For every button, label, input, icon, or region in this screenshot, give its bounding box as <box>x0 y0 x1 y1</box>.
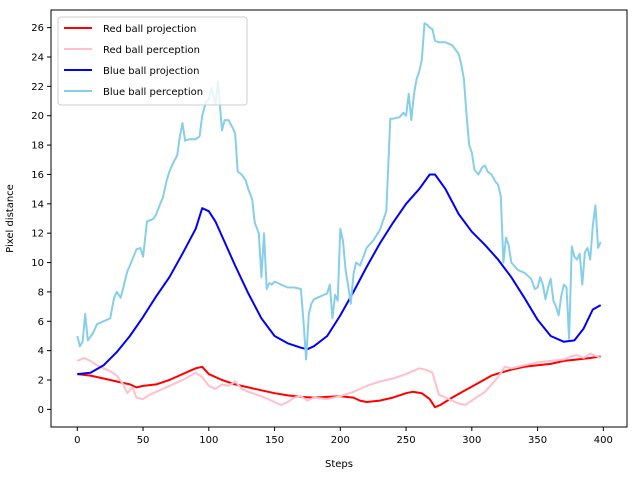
y-tick-label: 12 <box>31 229 44 240</box>
y-tick-label: 10 <box>31 258 44 269</box>
y-tick-label: 2 <box>38 376 44 387</box>
series-line-4 <box>76 22 602 361</box>
legend-label: Blue ball projection <box>103 66 199 77</box>
legend-label: Blue ball perception <box>103 87 203 98</box>
x-tick-label: 150 <box>265 435 284 446</box>
x-tick-label: 50 <box>137 435 150 446</box>
y-tick-label: 16 <box>31 170 44 181</box>
x-tick-label: 100 <box>199 435 218 446</box>
y-tick-label: 8 <box>38 287 44 298</box>
y-tick-label: 22 <box>31 82 44 93</box>
legend-label: Red ball perception <box>103 45 200 56</box>
series-line-2 <box>76 352 602 406</box>
plot-frame <box>50 9 628 428</box>
legend-box <box>57 16 248 106</box>
y-axis-label: Pixel distance <box>5 184 16 253</box>
x-tick-label: 350 <box>528 435 547 446</box>
x-tick-label: 300 <box>462 435 481 446</box>
y-tick-label: 6 <box>38 317 44 328</box>
x-tick-label: 400 <box>594 435 613 446</box>
x-tick-label: 250 <box>397 435 416 446</box>
series-line-3 <box>77 173 602 376</box>
plot-lines <box>76 22 602 409</box>
x-tick-label: 200 <box>331 435 350 446</box>
x-axis-label: Steps <box>325 459 353 470</box>
y-tick-label: 20 <box>31 111 44 122</box>
y-tick-label: 4 <box>38 346 44 357</box>
legend: Red ball projection Red ball perception Bl… <box>57 16 248 106</box>
y-tick-label: 14 <box>31 199 44 210</box>
x-tick-label: 0 <box>74 435 80 446</box>
x-axis-ticks: 0 50 100 150 200 250 300 350 400 <box>74 427 613 446</box>
y-tick-label: 24 <box>31 52 44 63</box>
y-tick-label: 18 <box>31 141 44 152</box>
series-line-1 <box>77 355 601 409</box>
legend-label: Red ball projection <box>103 24 196 35</box>
y-tick-label: 26 <box>31 23 44 34</box>
y-tick-label: 0 <box>38 405 44 416</box>
